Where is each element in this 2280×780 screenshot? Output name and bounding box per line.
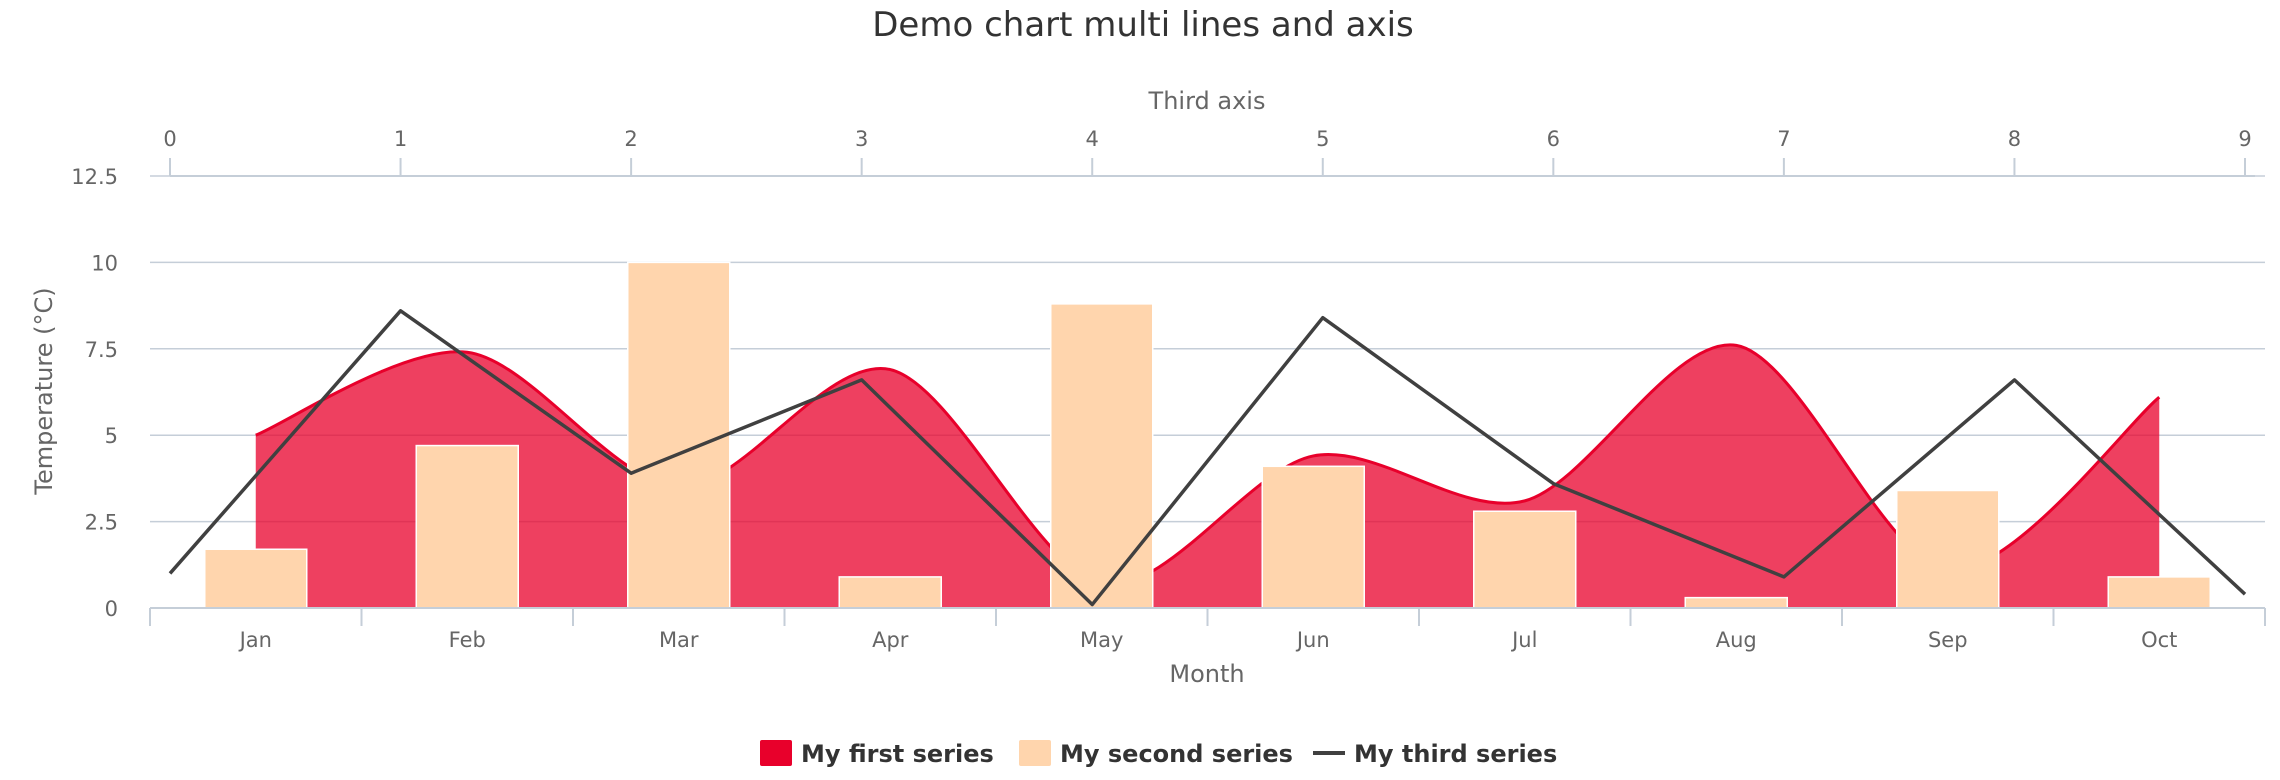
legend: My first series My second series My third …: [760, 740, 1557, 768]
y-tick-label: 0: [105, 597, 118, 621]
secondary-x-tick-label: 8: [2008, 127, 2021, 151]
y-axis-title: Temperature (°C): [30, 287, 58, 495]
x-tick-label: Jan: [238, 628, 272, 652]
x-tick-label: Feb: [449, 628, 486, 652]
bar-second-series: [2108, 577, 2210, 608]
y-tick-label: 5: [105, 424, 118, 448]
secondary-x-tick-label: 5: [1316, 127, 1329, 151]
x-tick-label: Jun: [1295, 628, 1330, 652]
legend-swatch: [1019, 740, 1051, 766]
secondary-x-tick-label: 9: [2238, 127, 2251, 151]
bar-second-series: [1685, 598, 1787, 608]
y-tick-label: 7.5: [85, 338, 118, 362]
legend-item[interactable]: My first series: [760, 740, 994, 768]
secondary-x-axis-title: Third axis: [1148, 87, 1266, 115]
secondary-x-tick-label: 6: [1547, 127, 1560, 151]
legend-swatch: [760, 740, 792, 766]
x-axis-title: Month: [1169, 660, 1244, 688]
x-tick-label: Oct: [2141, 628, 2177, 652]
secondary-x-tick-label: 0: [163, 127, 176, 151]
chart-title: Demo chart multi lines and axis: [872, 5, 1414, 45]
bar-second-series: [416, 446, 518, 608]
x-tick-label: Jul: [1510, 628, 1537, 652]
bar-second-series: [839, 577, 941, 608]
y-tick-label: 2.5: [85, 511, 118, 535]
legend-label: My second series: [1060, 740, 1293, 768]
x-tick-label: Sep: [1928, 628, 1968, 652]
x-tick-label: Apr: [872, 628, 909, 652]
secondary-x-tick-label: 7: [1777, 127, 1790, 151]
secondary-x-tick-label: 1: [394, 127, 407, 151]
y-tick-label: 10: [91, 251, 118, 275]
area-fill-first-series: [256, 345, 2160, 608]
legend-item[interactable]: My second series: [1019, 740, 1293, 768]
legend-item[interactable]: My third series: [1313, 740, 1557, 768]
secondary-x-tick-label: 3: [855, 127, 868, 151]
x-tick-label: May: [1080, 628, 1123, 652]
area-series-layer: [256, 345, 2160, 608]
secondary-x-tick-label: 2: [624, 127, 637, 151]
secondary-x-tick-label: 4: [1086, 127, 1099, 151]
x-tick-label: Aug: [1716, 628, 1757, 652]
legend-label: My first series: [801, 740, 994, 768]
bar-second-series: [628, 262, 730, 608]
legend-label: My third series: [1354, 740, 1557, 768]
bar-second-series: [1897, 490, 1999, 608]
bar-second-series: [1051, 304, 1153, 608]
bar-second-series: [205, 549, 307, 608]
y-tick-label: 12.5: [71, 165, 118, 189]
bar-second-series: [1474, 511, 1576, 608]
x-tick-label: Mar: [659, 628, 699, 652]
bar-second-series: [1262, 466, 1364, 608]
